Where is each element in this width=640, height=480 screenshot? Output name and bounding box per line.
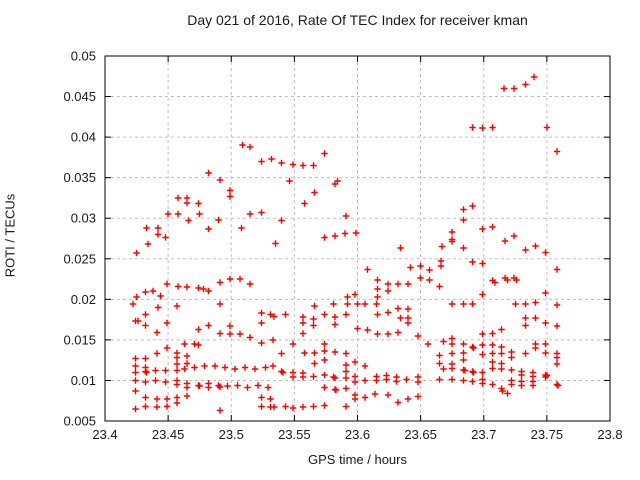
svg-text:23.55: 23.55 xyxy=(278,427,311,442)
svg-text:0.015: 0.015 xyxy=(63,332,96,347)
svg-text:0.01: 0.01 xyxy=(71,373,96,388)
svg-text:23.75: 23.75 xyxy=(531,427,564,442)
svg-text:0.045: 0.045 xyxy=(63,89,96,104)
svg-text:0.035: 0.035 xyxy=(63,170,96,185)
svg-text:23.6: 23.6 xyxy=(345,427,370,442)
svg-text:23.4: 23.4 xyxy=(92,427,117,442)
svg-text:0.025: 0.025 xyxy=(63,251,96,266)
svg-text:23.5: 23.5 xyxy=(219,427,244,442)
y-tick-labels: 0.005 0.01 0.015 0.02 0.025 0.03 0.035 0.04 0.04… xyxy=(63,49,96,429)
svg-text:23.8: 23.8 xyxy=(597,427,622,442)
plot-frame xyxy=(104,55,611,422)
svg-text:23.65: 23.65 xyxy=(404,427,437,442)
x-axis-label: GPS time / hours xyxy=(308,452,407,467)
svg-text:0.04: 0.04 xyxy=(71,130,96,145)
gridlines xyxy=(105,56,610,421)
chart-title: Day 021 of 2016, Rate Of TEC Index for r… xyxy=(187,12,528,28)
x-tick-labels: 23.4 23.45 23.5 23.55 23.6 23.65 23.7 23.75 23.8 xyxy=(92,427,622,442)
svg-text:0.005: 0.005 xyxy=(63,414,96,429)
svg-text:0.03: 0.03 xyxy=(71,211,96,226)
svg-text:23.7: 23.7 xyxy=(471,427,496,442)
svg-text:0.05: 0.05 xyxy=(71,49,96,64)
svg-text:23.45: 23.45 xyxy=(152,427,185,442)
svg-text:0.02: 0.02 xyxy=(71,292,96,307)
scatter-points xyxy=(129,73,562,414)
